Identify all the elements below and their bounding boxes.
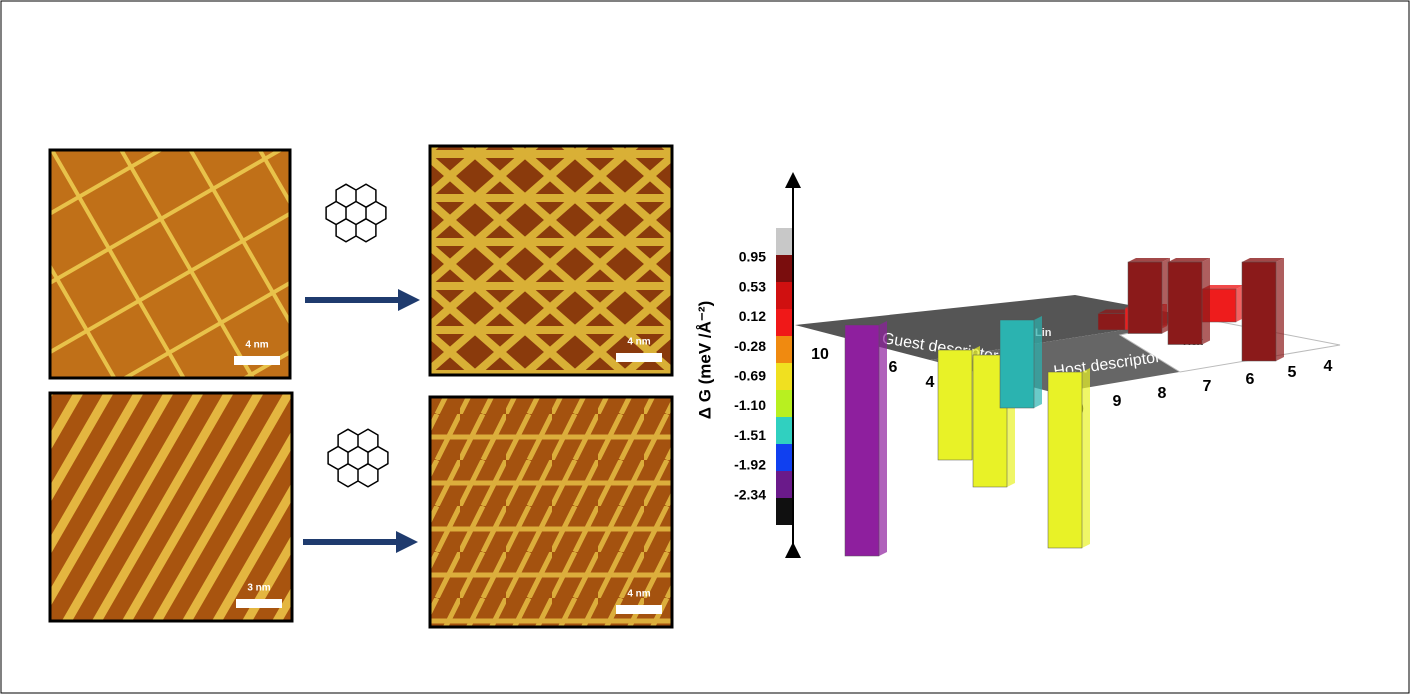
bar-top	[1128, 258, 1170, 262]
host-tick: 9	[1113, 393, 1122, 410]
guest-tick: 6	[889, 359, 898, 376]
colorbar-segment	[776, 444, 792, 471]
molecule	[325, 183, 387, 243]
colorbar-label: -1.10	[734, 397, 766, 413]
host-tick: 4	[1324, 358, 1333, 375]
scale-bar-label: 4 nm	[627, 589, 650, 600]
colorbar-segment	[776, 228, 792, 255]
scale-bar-label: 4 nm	[245, 340, 268, 351]
arrow-head	[396, 531, 418, 553]
colorbar-segment	[776, 417, 792, 444]
colorbar-segment	[776, 255, 792, 282]
bar	[1127, 261, 1163, 334]
colorbar-label: -2.34	[734, 486, 766, 502]
arrow-head	[398, 289, 420, 311]
colorbar-segment	[776, 336, 792, 363]
guest-tick: 4	[926, 374, 935, 391]
axis-label: Δ G (meV /Å⁻²)	[695, 301, 714, 419]
stm-image	[48, 391, 294, 623]
colorbar-segment	[776, 471, 792, 498]
scale-bar	[234, 356, 280, 365]
scale-bar	[616, 605, 662, 614]
bar	[937, 349, 973, 461]
molecule	[327, 428, 389, 488]
bar-side	[879, 321, 887, 556]
guest-tick: 10	[811, 346, 829, 363]
colorbar-label: 0.53	[739, 278, 766, 294]
scale-bar	[616, 353, 662, 362]
scale-bar-label: 4 nm	[627, 337, 650, 348]
colorbar-segment	[776, 282, 792, 309]
colorbar-segment	[776, 498, 792, 525]
stm-image	[48, 148, 292, 380]
colorbar-label: -0.28	[734, 338, 766, 354]
colorbar-segment	[776, 390, 792, 417]
colorbar-label: 0.95	[739, 249, 766, 265]
host-tick: 8	[1158, 385, 1167, 402]
bar-side	[1202, 258, 1210, 345]
host-tick: 7	[1203, 378, 1212, 395]
bar-top	[1168, 258, 1210, 262]
bar-side	[1034, 316, 1042, 408]
colorbar-label: -1.51	[734, 427, 766, 443]
colorbar-label: -0.69	[734, 368, 766, 384]
bar	[844, 324, 880, 557]
scale-bar	[236, 599, 282, 608]
bar	[1167, 261, 1203, 345]
host-tick: 5	[1288, 364, 1297, 381]
bar-top	[1202, 285, 1244, 289]
stm-image	[428, 395, 674, 629]
bar	[1241, 261, 1277, 362]
colorbar-segment	[776, 309, 792, 336]
bar-top	[1242, 258, 1284, 262]
stm-image	[428, 144, 674, 377]
bar	[1047, 371, 1083, 549]
colorbar-label: -1.92	[734, 457, 766, 473]
host-tick: 6	[1246, 371, 1255, 388]
coronene	[327, 428, 389, 488]
scale-bar-label: 3 nm	[247, 583, 270, 594]
bar	[999, 319, 1035, 409]
plane-lin	[795, 295, 1200, 360]
coronene	[325, 183, 387, 243]
bar-side	[1276, 258, 1284, 361]
colorbar-label: 0.12	[739, 308, 766, 324]
bar-side	[1082, 368, 1090, 548]
colorbar-segment	[776, 363, 792, 390]
